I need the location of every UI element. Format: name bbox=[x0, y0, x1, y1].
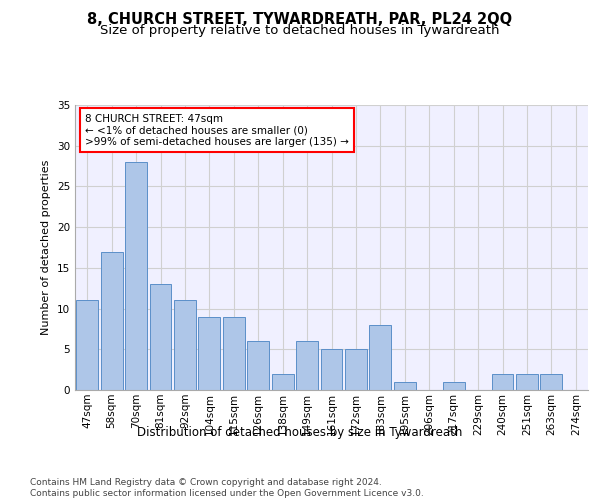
Bar bbox=[272, 374, 293, 390]
Bar bbox=[491, 374, 514, 390]
Bar bbox=[320, 350, 343, 390]
Text: Size of property relative to detached houses in Tywardreath: Size of property relative to detached ho… bbox=[100, 24, 500, 37]
Y-axis label: Number of detached properties: Number of detached properties bbox=[41, 160, 52, 335]
Bar bbox=[101, 252, 122, 390]
Bar bbox=[174, 300, 196, 390]
Bar bbox=[394, 382, 416, 390]
Bar bbox=[247, 341, 269, 390]
Bar bbox=[76, 300, 98, 390]
Bar bbox=[541, 374, 562, 390]
Bar bbox=[125, 162, 147, 390]
Text: 8 CHURCH STREET: 47sqm
← <1% of detached houses are smaller (0)
>99% of semi-det: 8 CHURCH STREET: 47sqm ← <1% of detached… bbox=[85, 114, 349, 147]
Bar bbox=[199, 316, 220, 390]
Text: Distribution of detached houses by size in Tywardreath: Distribution of detached houses by size … bbox=[137, 426, 463, 439]
Text: Contains HM Land Registry data © Crown copyright and database right 2024.
Contai: Contains HM Land Registry data © Crown c… bbox=[30, 478, 424, 498]
Text: 8, CHURCH STREET, TYWARDREATH, PAR, PL24 2QQ: 8, CHURCH STREET, TYWARDREATH, PAR, PL24… bbox=[88, 12, 512, 28]
Bar bbox=[223, 316, 245, 390]
Bar bbox=[370, 325, 391, 390]
Bar bbox=[149, 284, 172, 390]
Bar bbox=[443, 382, 464, 390]
Bar bbox=[345, 350, 367, 390]
Bar bbox=[296, 341, 318, 390]
Bar bbox=[516, 374, 538, 390]
